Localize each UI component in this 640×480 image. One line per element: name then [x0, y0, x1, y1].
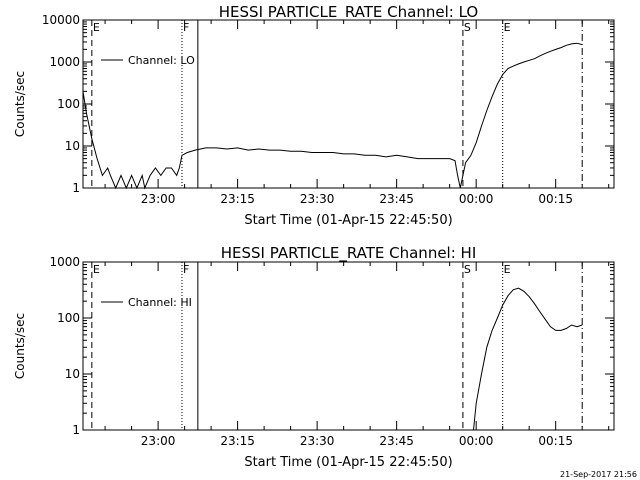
event-marker-label: S	[464, 21, 471, 34]
x-tick-label: 00:00	[459, 192, 494, 206]
y-tick-label: 1000	[49, 255, 80, 269]
chart-title: HESSI PARTICLE_RATE Channel: HI	[221, 244, 477, 263]
event-marker-label: E	[93, 21, 100, 34]
y-axis-label: Counts/sec	[13, 313, 27, 379]
event-marker-label: F	[183, 21, 189, 34]
panel-lo: HESSI PARTICLE_RATE Channel: LO 1 10 100 100…	[13, 3, 615, 228]
y-tick-label: 1000	[49, 55, 80, 69]
series-line	[82, 42, 583, 190]
x-tick-label: 23:00	[141, 192, 176, 206]
x-tick-label: 23:15	[220, 434, 255, 448]
event-marker-label: E	[504, 21, 511, 34]
x-tick-label: 23:45	[379, 434, 414, 448]
y-tick-label: 10000	[42, 13, 80, 27]
event-marker-label: E	[93, 263, 100, 276]
plot-frame	[82, 19, 615, 189]
chart-title: HESSI PARTICLE_RATE Channel: LO	[219, 3, 478, 22]
x-tick-label: 00:00	[459, 434, 494, 448]
y-axis-label: Counts/sec	[13, 71, 27, 137]
event-marker-label: E	[504, 263, 511, 276]
x-tick-label: 23:15	[220, 192, 255, 206]
x-tick-label: 23:45	[379, 192, 414, 206]
x-tick-label: 23:00	[141, 434, 176, 448]
plot-frame	[82, 261, 615, 431]
panel-hi: HESSI PARTICLE_RATE Channel: HI 1 10 100 100…	[13, 244, 615, 470]
x-tick-label: 00:15	[538, 434, 573, 448]
x-tick-label: 23:30	[300, 192, 335, 206]
timestamp: 21-Sep-2017 21:56	[560, 470, 637, 479]
y-tick-label: 1	[72, 423, 80, 437]
series-line	[473, 287, 583, 431]
event-marker-label: S	[464, 263, 471, 276]
y-tick-label: 100	[57, 97, 80, 111]
legend-label: Channel: HI	[128, 296, 192, 309]
y-tick-label: 10	[65, 139, 80, 153]
x-tick-label: 23:30	[300, 434, 335, 448]
legend-label: Channel: LO	[128, 54, 195, 67]
y-tick-label: 10	[65, 367, 80, 381]
y-tick-label: 1	[72, 181, 80, 195]
x-axis-label: Start Time (01-Apr-15 22:45:50)	[244, 213, 452, 228]
y-tick-label: 100	[57, 311, 80, 325]
x-axis-label: Start Time (01-Apr-15 22:45:50)	[244, 455, 452, 470]
x-tick-label: 00:15	[538, 192, 573, 206]
event-marker-label: F	[183, 263, 189, 276]
